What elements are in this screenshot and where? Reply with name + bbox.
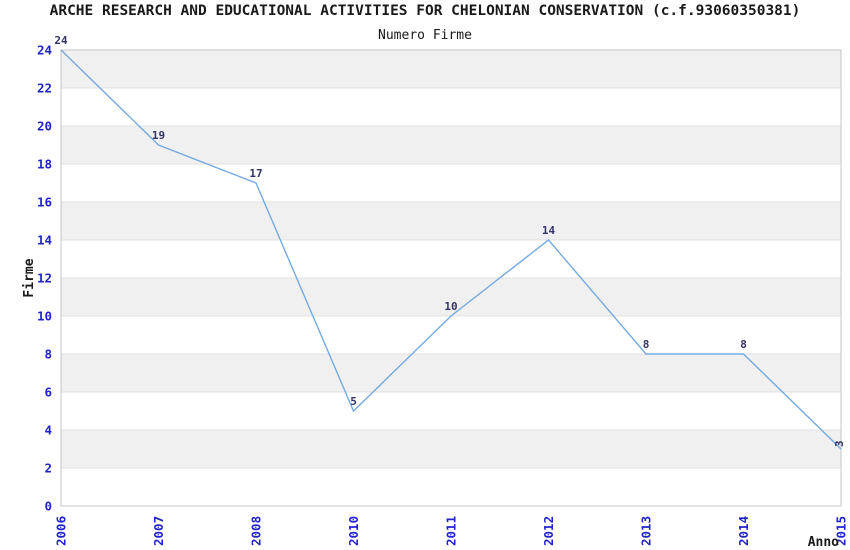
- chart-subtitle: Numero Firme: [378, 28, 472, 43]
- y-tick-label: 20: [37, 119, 52, 134]
- x-tick-label: 2007: [151, 516, 166, 546]
- data-point-label: 3: [833, 440, 846, 447]
- x-tick-label: 2008: [249, 516, 264, 546]
- y-tick-label: 22: [37, 81, 52, 96]
- y-tick-label: 16: [37, 195, 52, 210]
- y-tick-label: 18: [37, 157, 52, 172]
- plot-band: [61, 430, 841, 468]
- plot-band: [61, 50, 841, 88]
- y-tick-label: 10: [37, 309, 52, 324]
- data-point-label: 14: [542, 224, 556, 237]
- y-tick-label: 12: [37, 271, 52, 286]
- y-tick-label: 14: [37, 233, 52, 248]
- data-point-label: 19: [152, 129, 165, 142]
- x-tick-label: 2014: [736, 516, 751, 546]
- y-tick-label: 4: [44, 423, 52, 438]
- data-point-label: 8: [740, 338, 747, 351]
- plot-band: [61, 354, 841, 392]
- data-point-label: 5: [350, 395, 357, 408]
- y-tick-label: 2: [44, 461, 52, 476]
- x-axis-title: Anno: [808, 535, 839, 550]
- x-tick-label: 2012: [541, 516, 556, 546]
- x-tick-label: 2010: [346, 516, 361, 546]
- data-point-label: 24: [54, 34, 68, 47]
- x-tick-label: 2015: [834, 516, 849, 546]
- x-tick-label: 2006: [54, 516, 69, 546]
- plot-band: [61, 278, 841, 316]
- plot-band: [61, 126, 841, 164]
- plot-border: [60, 49, 842, 507]
- data-point-label: 17: [249, 167, 262, 180]
- x-tick-label: 2013: [639, 516, 654, 546]
- series-line: [60, 49, 842, 450]
- y-axis-title: Firme: [22, 258, 37, 297]
- y-tick-label: 6: [44, 385, 52, 400]
- chart-title: ARCHE RESEARCH AND EDUCATIONAL ACTIVITIE…: [49, 3, 801, 19]
- data-point-label: 10: [444, 300, 457, 313]
- y-tick-label: 0: [44, 499, 52, 514]
- data-point-label: 8: [643, 338, 650, 351]
- y-tick-label: 24: [37, 43, 52, 58]
- plot-band: [61, 202, 841, 240]
- y-tick-label: 8: [44, 347, 52, 362]
- x-tick-label: 2011: [444, 516, 459, 546]
